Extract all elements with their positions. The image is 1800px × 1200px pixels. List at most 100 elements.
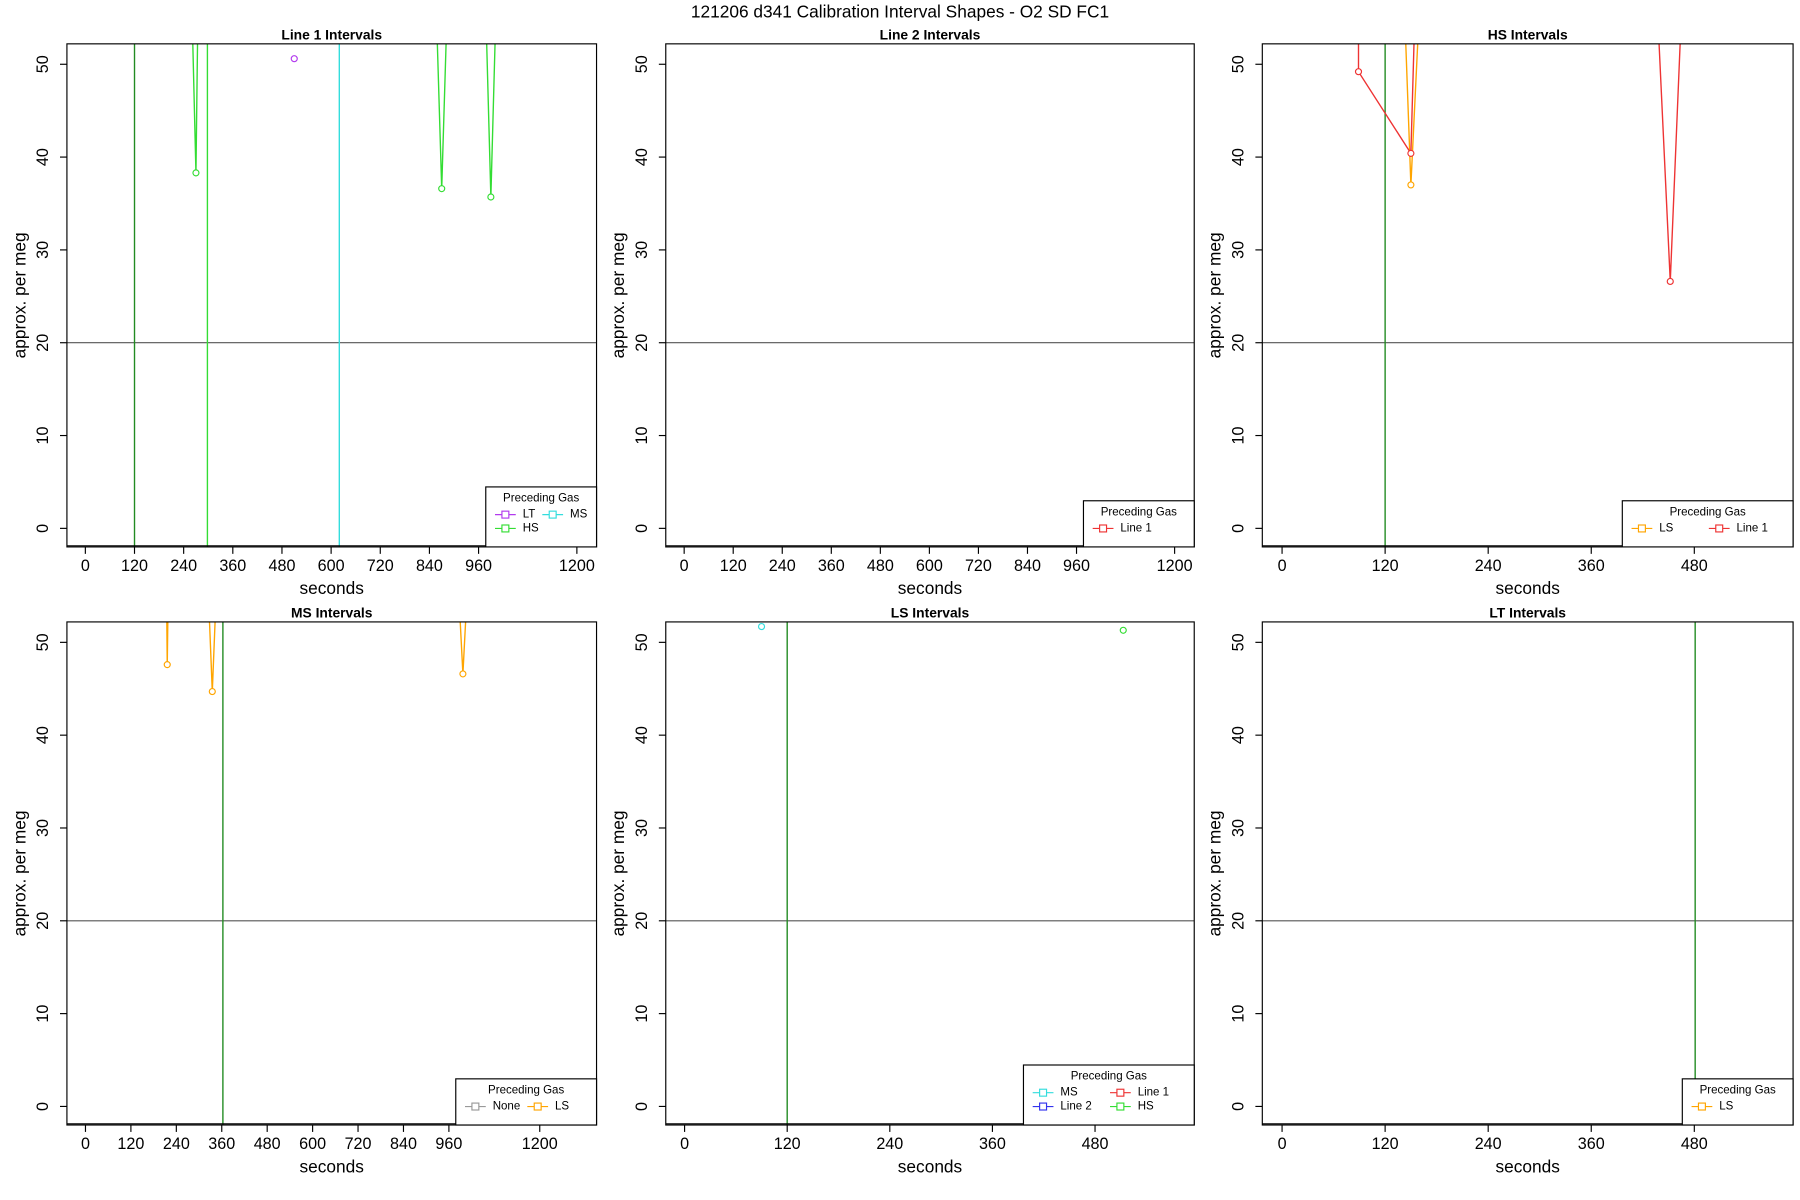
y-tick-label: 30 bbox=[34, 241, 52, 259]
legend-marker bbox=[1637, 524, 1646, 533]
plot-frame bbox=[665, 43, 1195, 548]
x-tick-label: 120 bbox=[121, 557, 148, 575]
legend-label: LS bbox=[1659, 523, 1673, 535]
x-tick-label: 240 bbox=[769, 557, 796, 575]
y-tick-label: 0 bbox=[34, 1102, 52, 1111]
x-tick-label: 600 bbox=[916, 557, 943, 575]
legend: Preceding Gas Line 1 bbox=[1082, 500, 1195, 548]
x-axis-label: seconds bbox=[1495, 1156, 1560, 1176]
legend-label: LS bbox=[555, 1101, 569, 1113]
y-tick-label: 30 bbox=[633, 819, 651, 837]
y-tick-label: 50 bbox=[1229, 633, 1247, 651]
y-tick-label: 50 bbox=[1229, 55, 1247, 73]
data-point bbox=[290, 55, 298, 63]
legend: Preceding Gas LS Line 1 bbox=[1621, 500, 1794, 548]
x-tick-label: 120 bbox=[720, 557, 747, 575]
x-tick-label: 0 bbox=[680, 1135, 689, 1153]
y-tick-label: 20 bbox=[34, 912, 52, 930]
data-point bbox=[208, 687, 216, 696]
y-tick-label: 20 bbox=[633, 334, 651, 352]
x-tick-label: 840 bbox=[1014, 557, 1041, 575]
panel-title: LS Intervals bbox=[891, 605, 970, 621]
x-tick-label: 1200 bbox=[522, 1135, 558, 1153]
plot-frame bbox=[1261, 43, 1794, 548]
y-tick-label: 10 bbox=[1229, 1005, 1247, 1023]
panel-title: Line 1 Intervals bbox=[281, 26, 382, 42]
y-tick-label: 10 bbox=[633, 427, 651, 445]
data-point bbox=[163, 661, 171, 669]
x-tick-label: 240 bbox=[876, 1135, 903, 1153]
legend-label: Line 1 bbox=[1737, 523, 1768, 535]
x-tick-label: 240 bbox=[1475, 1135, 1502, 1153]
legend: Preceding Gas LS bbox=[1681, 1078, 1794, 1126]
plot-frame bbox=[665, 621, 1195, 1126]
legend-marker bbox=[1039, 1102, 1048, 1111]
y-tick-label: 20 bbox=[633, 912, 651, 930]
x-tick-label: 480 bbox=[254, 1135, 281, 1153]
legend-label: Line 2 bbox=[1060, 1101, 1091, 1113]
x-tick-label: 480 bbox=[268, 557, 295, 575]
panel-title: Line 2 Intervals bbox=[880, 26, 981, 42]
legend-title: Preceding Gas bbox=[1670, 506, 1746, 518]
legend-marker bbox=[501, 510, 510, 519]
y-tick-label: 40 bbox=[633, 726, 651, 744]
y-tick-label: 0 bbox=[1229, 524, 1247, 533]
legend-label: HS bbox=[523, 523, 539, 535]
x-tick-label: 240 bbox=[170, 557, 197, 575]
y-tick-label: 50 bbox=[633, 633, 651, 651]
legend-title: Preceding Gas bbox=[1700, 1084, 1776, 1096]
legend-marker bbox=[1715, 524, 1724, 533]
x-tick-label: 480 bbox=[1681, 1135, 1708, 1153]
y-tick-label: 0 bbox=[1229, 1102, 1247, 1111]
legend: Preceding Gas None LS bbox=[455, 1078, 598, 1126]
plot-frame bbox=[66, 621, 598, 1126]
plot-area bbox=[665, 621, 1195, 1125]
y-tick-label: 40 bbox=[633, 148, 651, 166]
legend-label: Line 1 bbox=[1120, 523, 1151, 535]
x-tick-label: 360 bbox=[979, 1135, 1006, 1153]
panel: LT Intervals seconds approx. per meg 0 120 24… bbox=[1205, 605, 1794, 1176]
y-axis-label: approx. per meg bbox=[608, 232, 628, 358]
legend-marker bbox=[1116, 1088, 1125, 1097]
x-tick-label: 720 bbox=[965, 557, 992, 575]
panel: Line 2 Intervals seconds approx. per meg 0 1… bbox=[608, 26, 1195, 598]
x-tick-label: 120 bbox=[774, 1135, 801, 1153]
plot-area bbox=[1262, 43, 1794, 547]
legend-box bbox=[1681, 1078, 1794, 1126]
panel: LS Intervals seconds approx. per meg 0 120 24… bbox=[608, 605, 1195, 1176]
legend-marker bbox=[471, 1102, 480, 1111]
y-tick-label: 10 bbox=[633, 1005, 651, 1023]
data-point bbox=[192, 169, 200, 177]
x-tick-label: 360 bbox=[208, 1135, 235, 1153]
y-tick-label: 30 bbox=[633, 241, 651, 259]
data-point bbox=[438, 185, 446, 193]
legend-label: Line 1 bbox=[1138, 1087, 1169, 1099]
legend-marker bbox=[1116, 1102, 1125, 1111]
x-tick-label: 0 bbox=[680, 557, 689, 575]
x-tick-label: 0 bbox=[81, 557, 90, 575]
x-tick-label: 480 bbox=[867, 557, 894, 575]
legend: Preceding Gas MS Line 1 Line 2 HS bbox=[1022, 1064, 1195, 1126]
data-point bbox=[1354, 68, 1363, 76]
legend-marker bbox=[548, 510, 557, 519]
x-tick-label: 240 bbox=[1475, 557, 1502, 575]
y-tick-label: 50 bbox=[34, 633, 52, 651]
y-tick-label: 40 bbox=[1229, 726, 1247, 744]
x-tick-label: 840 bbox=[416, 557, 443, 575]
legend-marker bbox=[1039, 1088, 1048, 1097]
x-tick-label: 720 bbox=[345, 1135, 372, 1153]
y-tick-label: 50 bbox=[633, 55, 651, 73]
legend-label: HS bbox=[1138, 1101, 1154, 1113]
x-tick-label: 600 bbox=[318, 557, 345, 575]
y-axis-label: approx. per meg bbox=[9, 232, 29, 358]
y-tick-label: 40 bbox=[34, 148, 52, 166]
x-tick-label: 600 bbox=[299, 1135, 326, 1153]
x-tick-label: 240 bbox=[163, 1135, 190, 1153]
x-tick-label: 1200 bbox=[1157, 557, 1193, 575]
data-point bbox=[487, 193, 495, 201]
x-tick-label: 840 bbox=[390, 1135, 417, 1153]
y-tick-label: 50 bbox=[34, 55, 52, 73]
legend-label: None bbox=[493, 1101, 521, 1113]
x-tick-label: 360 bbox=[1578, 557, 1605, 575]
x-tick-label: 1200 bbox=[559, 557, 595, 575]
